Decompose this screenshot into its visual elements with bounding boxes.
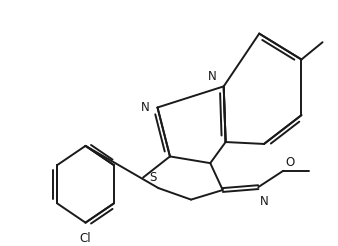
- Text: N: N: [208, 71, 217, 83]
- Text: O: O: [285, 156, 294, 169]
- Text: S: S: [149, 171, 156, 184]
- Text: Cl: Cl: [80, 232, 91, 245]
- Text: N: N: [141, 101, 150, 114]
- Text: N: N: [260, 195, 269, 208]
